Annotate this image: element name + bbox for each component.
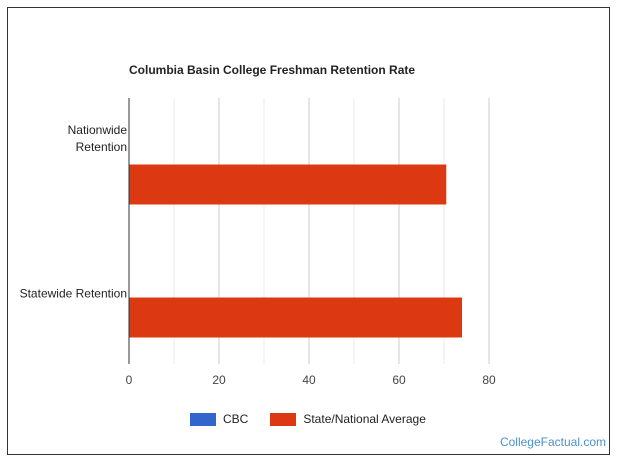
x-tick-label: 80 bbox=[482, 373, 496, 387]
x-tick-label: 20 bbox=[212, 373, 226, 387]
x-tick-label: 40 bbox=[302, 373, 316, 387]
x-tick-label: 60 bbox=[392, 373, 406, 387]
legend-item-cbc[interactable]: CBC bbox=[190, 412, 248, 426]
legend-swatch-state-national bbox=[270, 412, 297, 426]
legend-label-state-national: State/National Average bbox=[303, 412, 426, 426]
bar-statewide-retention bbox=[129, 297, 462, 338]
category-label: Nationwide Retention bbox=[68, 123, 128, 154]
bar-nationwide-retention bbox=[129, 164, 447, 205]
chart-title: Columbia Basin College Freshman Retentio… bbox=[129, 63, 416, 77]
legend-swatch-cbc bbox=[190, 412, 216, 426]
credit-link[interactable]: CollegeFactual.com bbox=[499, 435, 606, 449]
x-tick-label: 0 bbox=[126, 373, 133, 387]
legend: CBC State/National Average bbox=[190, 412, 448, 426]
legend-label-cbc: CBC bbox=[223, 412, 249, 426]
category-label: Statewide Retention bbox=[20, 287, 127, 301]
legend-item-state-national[interactable]: State/National Average bbox=[270, 412, 426, 426]
